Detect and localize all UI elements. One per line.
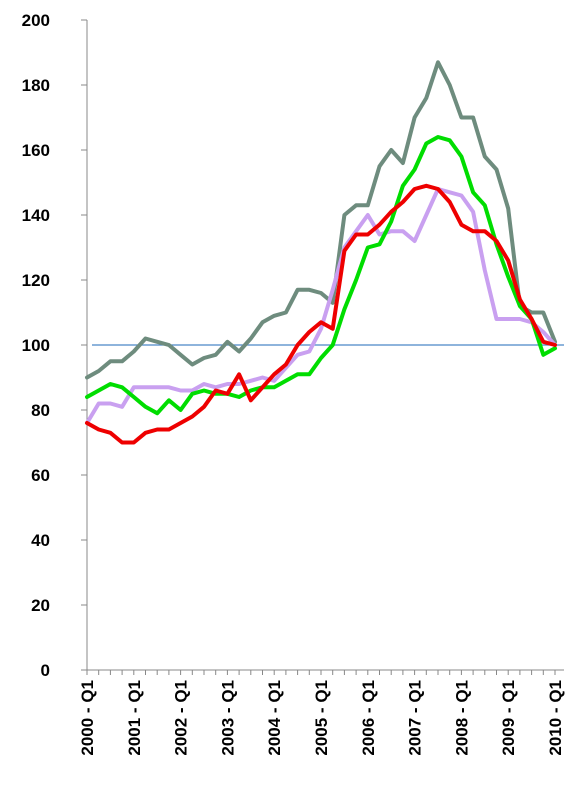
x-tick-label-group: 2009 - Q1 bbox=[499, 680, 518, 756]
x-tick-label-group: 2002 - Q1 bbox=[172, 680, 191, 756]
y-tick-label: 140 bbox=[22, 206, 50, 225]
y-tick-label: 80 bbox=[31, 401, 50, 420]
x-tick-label-group: 2007 - Q1 bbox=[406, 680, 425, 756]
y-tick-label: 160 bbox=[22, 141, 50, 160]
series-line-4 bbox=[85, 183, 557, 445]
series-line-1 bbox=[85, 60, 557, 380]
x-tick-label: 2005 - Q1 bbox=[312, 680, 331, 756]
chart-axes bbox=[81, 19, 564, 675]
series-line-3 bbox=[85, 135, 557, 416]
x-tick-label-group: 2006 - Q1 bbox=[359, 680, 378, 756]
x-tick-label-group: 2000 - Q1 bbox=[78, 680, 97, 756]
y-tick-label: 20 bbox=[31, 596, 50, 615]
y-tick-labels: 0 20 40 60 80 100 120 140 160 180 200 bbox=[22, 11, 50, 680]
y-tick-label: 0 bbox=[41, 661, 50, 680]
x-tick-label: 2004 - Q1 bbox=[265, 680, 284, 756]
x-tick-label-group: 2010 - Q1 bbox=[546, 680, 565, 756]
x-tick-label: 2002 - Q1 bbox=[172, 680, 191, 756]
x-tick-labels: 2000 - Q1 2001 - Q1 2002 - Q1 2003 - Q1 2004… bbox=[78, 680, 565, 756]
x-tick-label: 2003 - Q1 bbox=[218, 680, 237, 756]
x-tick-label-group: 2008 - Q1 bbox=[452, 680, 471, 756]
x-tick-label-group: 2004 - Q1 bbox=[265, 680, 284, 756]
x-tick-label: 2006 - Q1 bbox=[359, 680, 378, 756]
series-group bbox=[85, 60, 557, 445]
y-tick-label: 100 bbox=[22, 336, 50, 355]
x-tick-label-group: 2001 - Q1 bbox=[125, 680, 144, 756]
x-tick-label: 2008 - Q1 bbox=[452, 680, 471, 756]
series-line-2 bbox=[85, 187, 557, 425]
y-tick-label: 120 bbox=[22, 271, 50, 290]
y-tick-label: 180 bbox=[22, 76, 50, 95]
y-tick-label: 40 bbox=[31, 531, 50, 550]
x-tick-label-group: 2003 - Q1 bbox=[218, 680, 237, 756]
y-tick-label: 200 bbox=[22, 11, 50, 30]
x-tick-label: 2010 - Q1 bbox=[546, 680, 565, 756]
x-tick-label: 2009 - Q1 bbox=[499, 680, 518, 756]
x-tick-label-group: 2005 - Q1 bbox=[312, 680, 331, 756]
x-tick-label: 2001 - Q1 bbox=[125, 680, 144, 756]
y-tick-label: 60 bbox=[31, 466, 50, 485]
x-tick-label: 2000 - Q1 bbox=[78, 680, 97, 756]
x-tick-label: 2007 - Q1 bbox=[406, 680, 425, 756]
